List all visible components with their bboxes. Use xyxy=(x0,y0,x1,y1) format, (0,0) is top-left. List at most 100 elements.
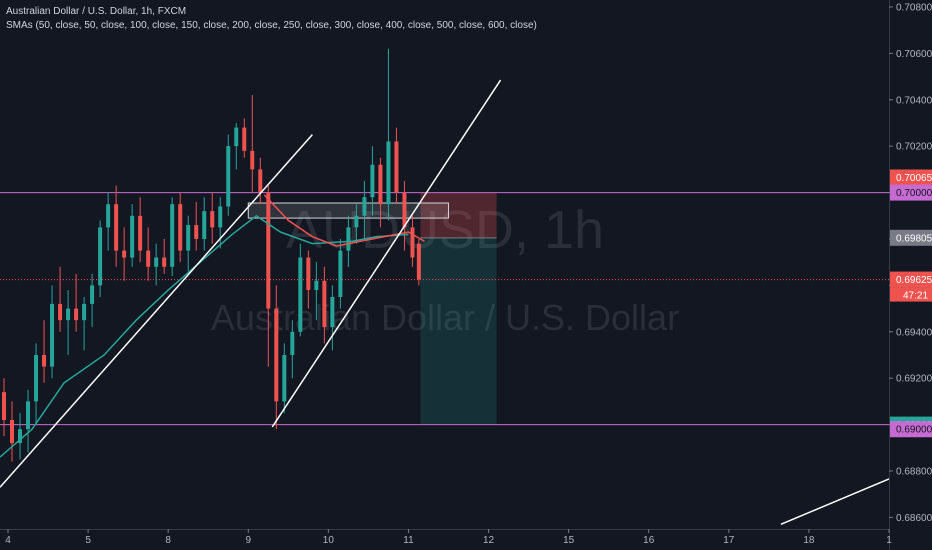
candle-body xyxy=(370,164,375,198)
candle-body xyxy=(162,257,167,267)
price-tick-label: 0.68600 xyxy=(896,513,932,524)
candle-35 xyxy=(282,343,287,413)
price-tag-position xyxy=(890,229,932,246)
candle-25 xyxy=(202,197,207,251)
sma-layer xyxy=(0,194,425,458)
candle-body xyxy=(378,164,383,205)
candle-body xyxy=(74,308,79,321)
candle-body xyxy=(50,303,55,367)
price-tag-label: 0.69625 xyxy=(896,275,932,286)
candle-50 xyxy=(402,180,407,251)
candle-body xyxy=(178,204,183,251)
candle-46 xyxy=(370,146,375,216)
indicator-label: SMAs (50, close, 50, close, 100, close, … xyxy=(6,20,537,31)
watermark-symbol: AUDUSD, 1h xyxy=(286,200,604,260)
candle-3 xyxy=(26,389,31,453)
candle-body xyxy=(138,215,143,251)
candle-12 xyxy=(98,220,103,297)
candle-body xyxy=(258,169,263,193)
candle-11 xyxy=(90,273,95,328)
candle-body xyxy=(266,192,271,309)
price-tag-label: 0.70065 xyxy=(896,173,932,184)
candle-19 xyxy=(154,243,159,286)
candle-27 xyxy=(218,197,223,249)
candle-33 xyxy=(266,185,271,367)
candle-36 xyxy=(290,320,295,379)
candle-38 xyxy=(306,250,311,309)
candle-21 xyxy=(170,197,175,277)
chart-legend: Australian Dollar / U.S. Dollar, 1h, FXC… xyxy=(6,5,537,33)
candle-body xyxy=(282,354,287,402)
stop-loss-zone xyxy=(420,192,497,238)
candle-body xyxy=(306,257,311,291)
time-tick-label: 15 xyxy=(563,535,575,546)
candle-body xyxy=(402,192,407,228)
candle-22 xyxy=(178,192,183,263)
time-tick-label: 18 xyxy=(803,535,815,546)
candle-10 xyxy=(82,296,87,351)
trendlines-layer xyxy=(0,79,890,526)
time-tick-label: 16 xyxy=(643,535,655,546)
candle-body xyxy=(330,296,335,328)
trendline-0 xyxy=(0,134,313,488)
candle-body xyxy=(338,250,343,297)
candle-15 xyxy=(122,227,127,281)
candle-body xyxy=(42,354,47,367)
candle-40 xyxy=(322,266,327,344)
time-axis[interactable]: 4 5 8 9 10 11 12 15 16 17 18 1 xyxy=(0,529,892,546)
countdown-tag xyxy=(890,287,932,302)
price-tick-label: 0.70400 xyxy=(896,95,932,106)
price-tick-label: 0.70200 xyxy=(896,142,932,153)
candle-body xyxy=(210,211,215,228)
price-tag-level xyxy=(890,184,932,201)
candle-26 xyxy=(210,192,215,244)
candle-body xyxy=(242,127,247,151)
candle-body xyxy=(218,206,223,228)
price-tick-label: 0.70600 xyxy=(896,49,932,60)
candle-body xyxy=(314,280,319,291)
candle-0 xyxy=(2,378,7,437)
time-tick-label: 8 xyxy=(165,535,171,546)
price-axis[interactable]: 0.70800 0.70600 0.70400 0.70200 0.70000 0.698… xyxy=(889,0,932,550)
price-tag-level xyxy=(890,421,932,438)
candle-24 xyxy=(194,201,199,251)
candle-body xyxy=(66,308,71,321)
candle-28 xyxy=(226,134,231,216)
candle-body xyxy=(34,354,39,402)
candle-13 xyxy=(106,192,111,251)
candle-1 xyxy=(10,401,15,462)
candle-51 xyxy=(410,215,415,267)
candle-body xyxy=(114,204,119,251)
trendline-2 xyxy=(780,478,890,526)
price-tick-label: 0.70800 xyxy=(896,2,932,13)
price-tag-label: 0.69805 xyxy=(896,233,932,244)
candle-8 xyxy=(66,290,71,355)
time-tick-label: 1 xyxy=(886,535,892,546)
candle-body xyxy=(234,127,239,147)
candle-body xyxy=(82,303,87,321)
candle-body xyxy=(194,225,199,239)
candle-body xyxy=(322,280,327,328)
candle-23 xyxy=(186,215,191,272)
candle-5 xyxy=(42,320,47,383)
candle-34 xyxy=(274,285,279,430)
price-tag-sma_red xyxy=(890,169,932,186)
candle-body xyxy=(394,141,399,193)
levels-layer xyxy=(0,192,889,426)
time-tick-label: 11 xyxy=(403,535,414,546)
candle-37 xyxy=(298,243,303,337)
candle-body xyxy=(98,227,103,286)
candle-52 xyxy=(416,238,421,286)
candle-body xyxy=(2,392,7,420)
candle-body xyxy=(410,227,415,258)
candle-47 xyxy=(378,157,383,228)
candle-body xyxy=(122,250,127,258)
candle-14 xyxy=(114,185,119,267)
candle-49 xyxy=(394,127,399,205)
candle-7 xyxy=(58,266,63,332)
candle-48 xyxy=(386,48,391,221)
countdown-label: 47:21 xyxy=(903,291,928,302)
candle-body xyxy=(106,204,111,228)
